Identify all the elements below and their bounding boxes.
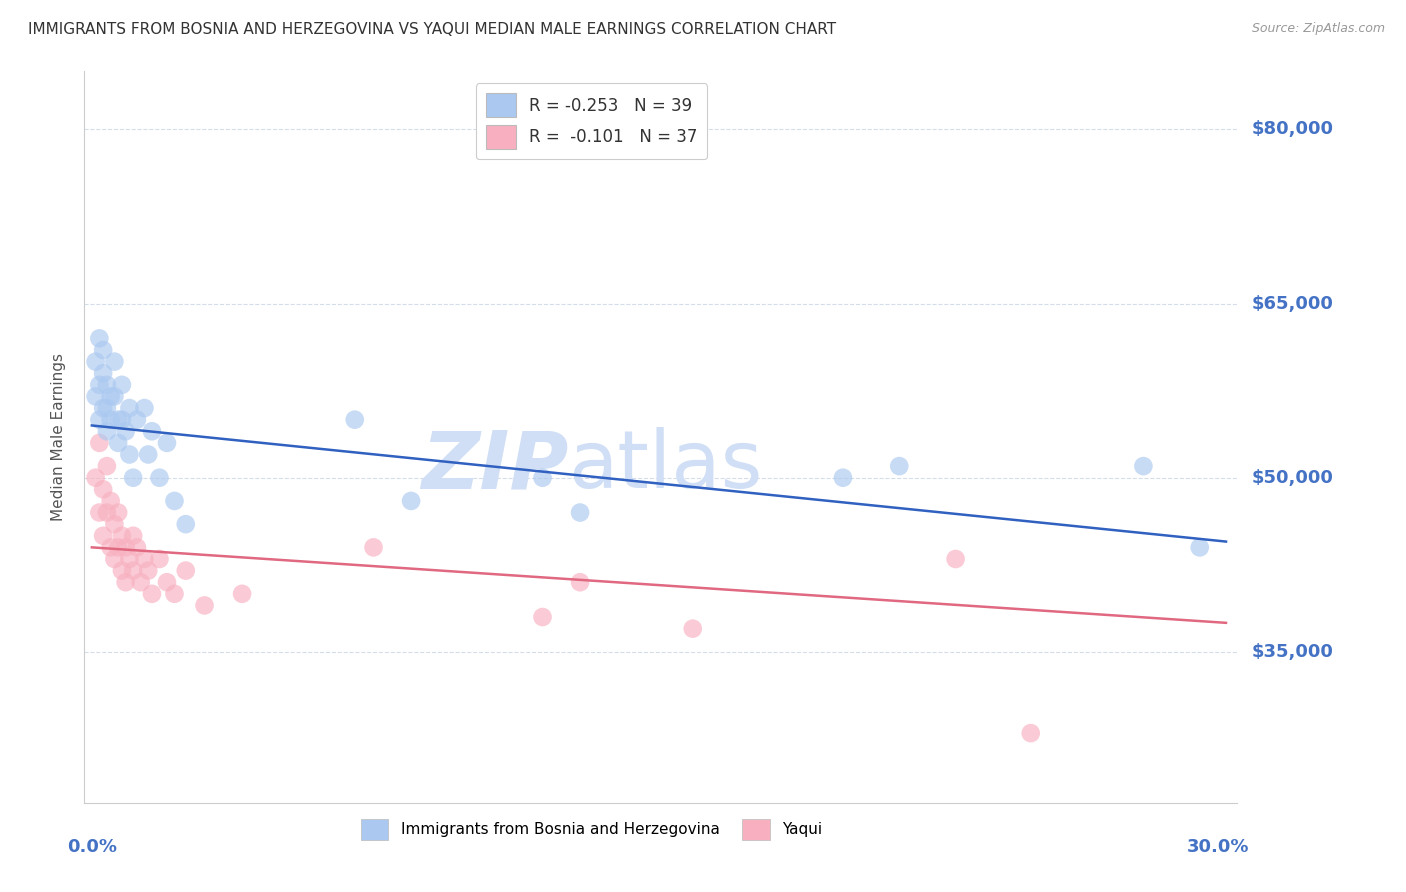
Point	[531, 610, 554, 624]
Point	[125, 412, 148, 426]
Point	[111, 377, 134, 392]
Point	[134, 552, 156, 566]
Point	[122, 471, 145, 485]
Point	[122, 564, 145, 578]
Point	[399, 494, 422, 508]
Text: $80,000: $80,000	[1251, 120, 1333, 138]
Point	[100, 389, 122, 403]
Point	[100, 494, 122, 508]
Text: 30.0%: 30.0%	[1187, 838, 1250, 855]
Point	[136, 564, 159, 578]
Text: IMMIGRANTS FROM BOSNIA AND HERZEGOVINA VS YAQUI MEDIAN MALE EARNINGS CORRELATION: IMMIGRANTS FROM BOSNIA AND HERZEGOVINA V…	[28, 22, 837, 37]
Text: $50,000: $50,000	[1251, 468, 1333, 487]
Point	[945, 552, 967, 566]
Point	[118, 401, 141, 415]
Point	[134, 401, 156, 415]
Point	[91, 529, 114, 543]
Text: ZIP: ZIP	[422, 427, 568, 506]
Y-axis label: Median Male Earnings: Median Male Earnings	[51, 353, 66, 521]
Point	[156, 575, 179, 590]
Point	[114, 541, 136, 555]
Point	[114, 575, 136, 590]
Point	[118, 448, 141, 462]
Point	[89, 506, 111, 520]
Point	[111, 529, 134, 543]
Point	[96, 377, 118, 392]
Point	[1132, 459, 1154, 474]
Point	[107, 412, 129, 426]
Point	[129, 575, 152, 590]
Point	[163, 494, 186, 508]
Point	[122, 529, 145, 543]
Point	[163, 587, 186, 601]
Point	[125, 541, 148, 555]
Point	[89, 331, 111, 345]
Point	[118, 552, 141, 566]
Point	[84, 471, 107, 485]
Point	[91, 401, 114, 415]
Point	[107, 506, 129, 520]
Point	[111, 564, 134, 578]
Point	[148, 471, 170, 485]
Point	[96, 424, 118, 438]
Point	[136, 448, 159, 462]
Point	[84, 389, 107, 403]
Point	[363, 541, 385, 555]
Point	[343, 412, 366, 426]
Point	[174, 564, 197, 578]
Text: 0.0%: 0.0%	[67, 838, 117, 855]
Point	[91, 483, 114, 497]
Point	[103, 389, 125, 403]
Point	[141, 587, 163, 601]
Point	[111, 412, 134, 426]
Point	[569, 575, 592, 590]
Point	[96, 401, 118, 415]
Point	[174, 517, 197, 532]
Point	[1019, 726, 1042, 740]
Point	[96, 506, 118, 520]
Point	[156, 436, 179, 450]
Point	[107, 436, 129, 450]
Point	[103, 517, 125, 532]
Point	[889, 459, 911, 474]
Point	[569, 506, 592, 520]
Text: $65,000: $65,000	[1251, 294, 1333, 312]
Point	[114, 424, 136, 438]
Point	[89, 377, 111, 392]
Point	[89, 436, 111, 450]
Text: atlas: atlas	[568, 427, 763, 506]
Point	[84, 354, 107, 368]
Point	[193, 599, 215, 613]
Point	[141, 424, 163, 438]
Point	[100, 412, 122, 426]
Point	[148, 552, 170, 566]
Text: Source: ZipAtlas.com: Source: ZipAtlas.com	[1251, 22, 1385, 36]
Point	[89, 412, 111, 426]
Point	[91, 343, 114, 357]
Point	[103, 552, 125, 566]
Legend: Immigrants from Bosnia and Herzegovina, Yaqui: Immigrants from Bosnia and Herzegovina, …	[354, 813, 828, 847]
Point	[1188, 541, 1211, 555]
Point	[96, 459, 118, 474]
Point	[91, 366, 114, 380]
Point	[682, 622, 704, 636]
Point	[231, 587, 253, 601]
Point	[107, 541, 129, 555]
Point	[103, 354, 125, 368]
Point	[100, 541, 122, 555]
Point	[531, 471, 554, 485]
Point	[832, 471, 855, 485]
Text: $35,000: $35,000	[1251, 643, 1333, 661]
